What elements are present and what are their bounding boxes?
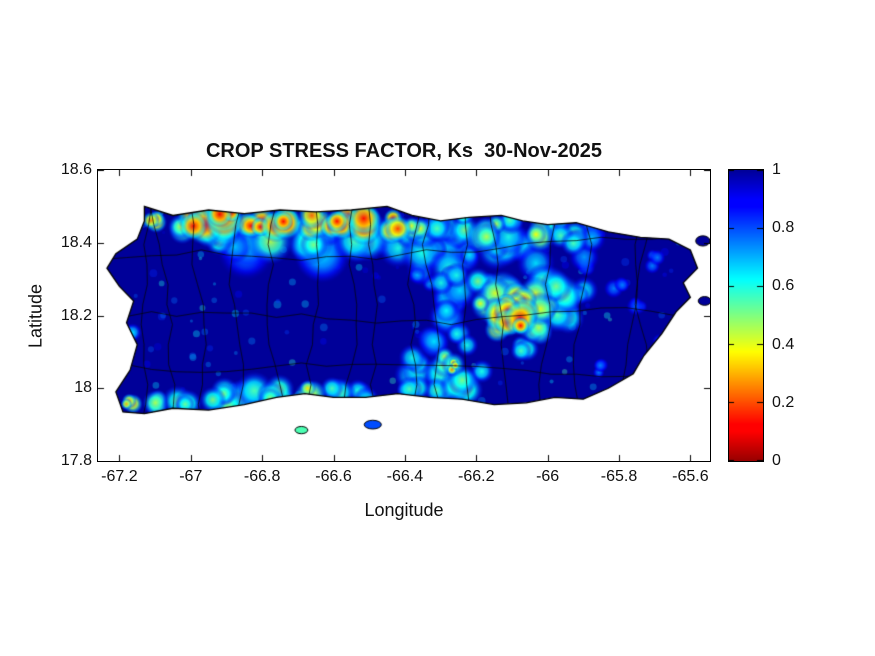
x-tick-label: -67.2	[101, 468, 138, 485]
colorbar-tick-label: 0.4	[772, 335, 795, 353]
x-tick-label: -66.4	[386, 468, 424, 485]
colorbar-gradient	[729, 170, 763, 461]
colorbar-tick-label: 0.8	[772, 219, 795, 237]
puerto-rico-map-canvas	[98, 170, 710, 461]
y-tick-label: 18.4	[60, 233, 92, 251]
colorbar-tick-label: 0.2	[772, 393, 795, 411]
y-axis-label: Latitude	[25, 283, 46, 349]
x-tick-label: -66.8	[243, 468, 281, 485]
y-tick-label: 18.2	[60, 306, 92, 324]
y-tick-label: 18.6	[60, 161, 92, 178]
x-tick-label: -66.2	[458, 468, 495, 485]
colorbar-tick-label: 0	[772, 452, 781, 469]
plot-area	[97, 169, 711, 462]
colorbar-tick-label: 0.6	[772, 277, 795, 295]
y-tick-label: 18	[74, 379, 92, 397]
x-tick-label: -67	[179, 468, 203, 485]
y-tick-label: 17.8	[60, 452, 92, 469]
x-tick-label: -66	[536, 468, 560, 485]
x-tick-label: -65.6	[672, 468, 709, 485]
x-tick-label: -66.6	[315, 468, 352, 485]
chart-title: CROP STRESS FACTOR, Ks 30-Nov-2025	[205, 140, 603, 162]
x-tick-label: -65.8	[600, 468, 638, 485]
colorbar	[728, 169, 764, 462]
x-axis-label: Longitude	[364, 500, 444, 520]
colorbar-tick-label: 1	[772, 161, 781, 178]
